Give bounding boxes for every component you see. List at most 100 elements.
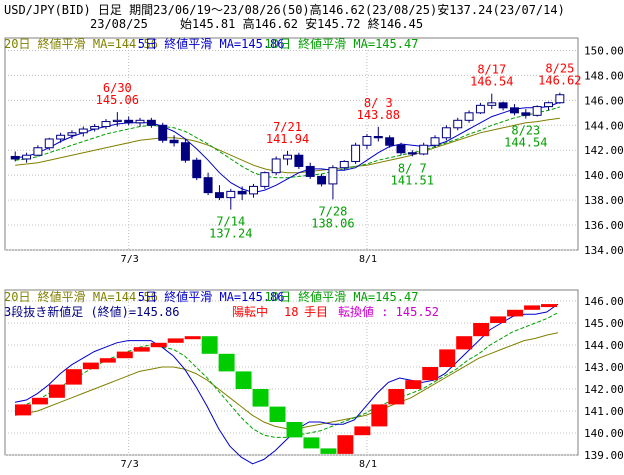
line-break-brick — [252, 389, 269, 407]
ma10-line — [15, 106, 560, 179]
line-break-brick — [490, 316, 507, 323]
annotation-date: 8/ 3 — [364, 96, 393, 110]
line-break-brick — [337, 435, 354, 454]
candle-body — [214, 192, 224, 199]
candle-body — [373, 136, 383, 139]
annotation-value: 141.51 — [391, 173, 434, 187]
y-tick-label: 140.00 — [584, 427, 624, 440]
candle-body — [419, 144, 429, 155]
legend-item: 20日 終値平滑 MA=144.56 — [4, 289, 158, 304]
line-break-brick — [439, 349, 456, 367]
legend-item: 20日 終値平滑 MA=144.56 — [4, 36, 158, 51]
y-tick-label: 144.00 — [584, 119, 624, 132]
plot-area — [4, 37, 579, 251]
chart-header: USD/JPY(BID) 日足 期間23/06/19～23/08/26(50)高… — [4, 2, 565, 31]
line-break-brick — [524, 305, 541, 310]
line-break-brick — [456, 336, 473, 350]
candle-body — [294, 154, 304, 167]
candle-body — [124, 119, 134, 124]
line-break-brick — [269, 406, 286, 422]
annotation-date: 7/21 — [273, 120, 302, 134]
candle-body — [544, 102, 553, 108]
candle-body — [249, 185, 258, 195]
candle-body — [169, 139, 179, 144]
candle-body — [532, 106, 542, 116]
candle-body — [498, 102, 508, 109]
candle-body — [430, 137, 440, 146]
candle-body — [317, 175, 327, 185]
y-tick-label: 141.00 — [584, 405, 624, 418]
candle-body — [112, 119, 122, 123]
y-tick-label: 134.00 — [584, 244, 624, 257]
candle-body — [407, 152, 417, 155]
line-break-brick — [167, 338, 184, 343]
annotation-value: 141.94 — [266, 132, 309, 146]
y-tick-label: 142.00 — [584, 144, 624, 157]
candle-body — [396, 144, 406, 154]
candle-body — [521, 112, 531, 116]
annotation-date: 6/30 — [103, 81, 132, 95]
candle-body — [192, 159, 202, 179]
candle-body — [90, 126, 100, 130]
legend-item: 10日 終値平滑 MA=145.47 — [265, 36, 419, 51]
candle-body — [509, 107, 519, 114]
line-break-brick — [507, 309, 524, 317]
line-break-brick — [371, 404, 388, 427]
line-break-count-unit: 手目 — [304, 305, 328, 319]
candle-body — [22, 154, 32, 160]
x-tick-label: 7/3 — [121, 254, 139, 265]
candle-body — [203, 177, 213, 194]
candle-body — [305, 165, 315, 177]
x-tick-label: 8/1 — [359, 254, 377, 265]
annotation-value: 137.24 — [209, 227, 252, 241]
x-tick-label: 8/1 — [359, 459, 377, 470]
candle-body — [487, 102, 497, 106]
line-break-brick — [48, 384, 65, 398]
candle-body — [101, 121, 111, 128]
line-break-brick — [286, 422, 303, 438]
line-break-brick — [541, 304, 557, 308]
chart-date: 23/08/25 — [90, 17, 148, 31]
y-tick-label: 146.00 — [584, 295, 624, 308]
line-break-brick — [150, 342, 167, 348]
candle-body — [146, 119, 156, 126]
candle-body — [180, 142, 190, 161]
y-tick-label: 146.00 — [584, 94, 624, 107]
annotation-date: 8/17 — [477, 63, 506, 77]
candle-body — [362, 136, 372, 146]
annotation-date: 8/23 — [511, 124, 540, 138]
line-break-reversal: 転換値 : 145.52 — [338, 304, 439, 319]
y-tick-label: 148.00 — [584, 69, 624, 82]
line-break-brick — [82, 362, 99, 370]
annotation-date: 7/28 — [318, 204, 347, 218]
candle-body — [271, 158, 281, 174]
y-tick-label: 143.00 — [584, 361, 624, 374]
line-break-brick — [218, 353, 235, 372]
line-break-brick — [388, 389, 405, 405]
line-break-brick — [235, 371, 252, 389]
line-break-brick — [320, 448, 337, 454]
line-break-brick — [303, 437, 320, 449]
candle-body — [237, 190, 247, 195]
line-break-brick — [31, 397, 48, 405]
candle-body — [33, 147, 43, 156]
candlestick-panel: 150.00 148.00 146.00 144.00 142.00 140.00 138.… — [4, 36, 624, 265]
candle-body — [475, 104, 485, 114]
candle-body — [328, 167, 338, 185]
legend-item: 5日 終値平滑 MA=145.86 — [138, 289, 285, 304]
candle-body — [56, 134, 66, 140]
candle-body — [158, 124, 168, 141]
line-break-brick — [15, 404, 31, 416]
line-break-brick — [473, 323, 490, 337]
chart-title-line: USD/JPY(BID) 日足 期間23/06/19～23/08/26(50)高… — [4, 2, 565, 17]
annotation-date: 7/14 — [216, 215, 245, 229]
candle-body — [441, 127, 451, 139]
candle-body — [78, 128, 88, 134]
line-break-count: 18 — [284, 305, 298, 319]
candle-body — [135, 119, 145, 124]
y-tick-label: 138.00 — [584, 194, 624, 207]
y-tick-label: 150.00 — [584, 44, 624, 57]
y-tick-label: 136.00 — [584, 219, 624, 232]
annotation-value: 138.06 — [311, 216, 354, 230]
